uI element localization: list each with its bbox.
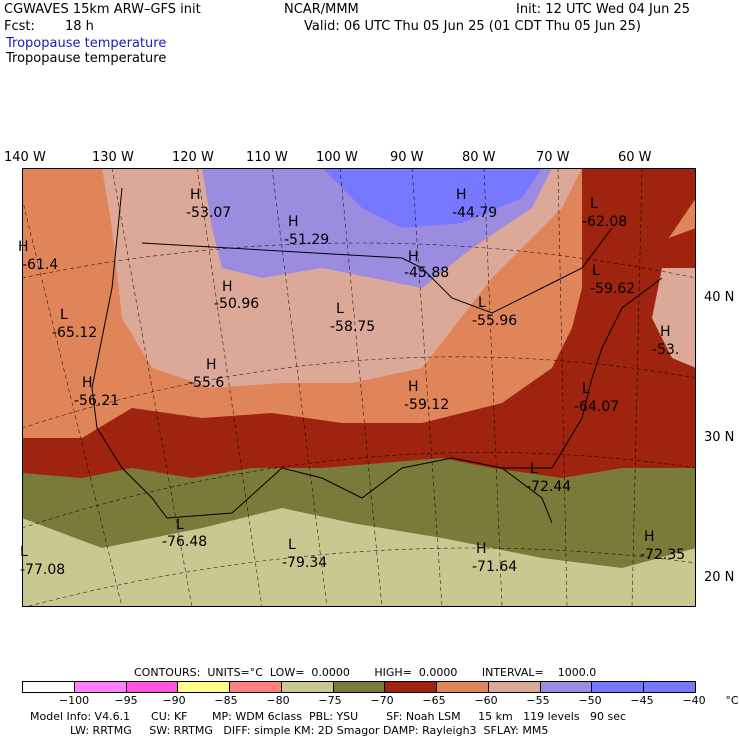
legend-swatch bbox=[230, 682, 282, 692]
legend-tick: −100 bbox=[58, 694, 90, 707]
model-title: CGWAVES 15km ARW–GFS init bbox=[4, 2, 201, 17]
lon-label: 60 W bbox=[618, 150, 652, 165]
extremum-value: -61.4 bbox=[22, 257, 59, 273]
legend-tick: −85 bbox=[214, 694, 238, 707]
extremum-value: -77.08 bbox=[20, 562, 66, 578]
lon-label: 140 W bbox=[4, 150, 46, 165]
extremum-value: -72.35 bbox=[640, 547, 686, 563]
legend-swatch bbox=[178, 682, 231, 692]
legend-swatch bbox=[74, 682, 127, 692]
model-info: Model Info: V4.6.1 CU: KF MP: WDM 6class… bbox=[30, 710, 627, 723]
legend-unit: °C bbox=[725, 694, 739, 707]
extremum-symbol: H bbox=[288, 214, 299, 230]
legend-tick: −75 bbox=[318, 694, 342, 707]
color-legend bbox=[22, 681, 696, 693]
physics-info: LW: RRTMG SW: RRTMG DIFF: simple KM: 2D … bbox=[70, 724, 549, 737]
extremum-value: -58.75 bbox=[330, 319, 376, 335]
legend-swatch bbox=[385, 682, 438, 692]
extremum-value: -76.48 bbox=[162, 534, 208, 550]
legend-swatch bbox=[23, 682, 75, 692]
extremum-symbol: L bbox=[530, 461, 538, 477]
center-label: NCAR/MMM bbox=[284, 2, 359, 17]
legend-swatch bbox=[126, 682, 179, 692]
extremum-value: -64.07 bbox=[574, 399, 620, 415]
legend-tick: −50 bbox=[578, 694, 602, 707]
lon-label: 100 W bbox=[316, 150, 358, 165]
extremum-value: -53. bbox=[652, 342, 680, 358]
extremum-symbol: H bbox=[82, 375, 93, 391]
forecast-label: Fcst: bbox=[4, 19, 35, 34]
extremum-value: -53.07 bbox=[186, 205, 232, 221]
extremum-symbol: L bbox=[582, 381, 590, 397]
lon-label: 110 W bbox=[246, 150, 288, 165]
legend-tick: −55 bbox=[526, 694, 550, 707]
extremum-value: -59.12 bbox=[404, 397, 450, 413]
valid-time: Valid: 06 UTC Thu 05 Jun 25 (01 CDT Thu … bbox=[304, 19, 641, 34]
extremum-symbol: H bbox=[476, 541, 487, 557]
extremum-symbol: L bbox=[590, 196, 598, 212]
lon-label: 130 W bbox=[92, 150, 134, 165]
extremum-value: -71.64 bbox=[472, 559, 518, 575]
extremum-symbol: L bbox=[176, 517, 184, 533]
extremum-value: -79.34 bbox=[282, 555, 328, 571]
extremum-value: -59.62 bbox=[590, 281, 636, 297]
extremum-symbol: L bbox=[478, 295, 486, 311]
extremum-symbol: H bbox=[190, 187, 201, 203]
legend-swatch bbox=[281, 682, 334, 692]
forecast-hour: 18 h bbox=[65, 19, 94, 34]
extremum-symbol: L bbox=[592, 263, 600, 279]
extremum-value: -56.21 bbox=[74, 393, 120, 409]
legend-swatch bbox=[644, 682, 695, 692]
field-title-colored: Tropopause temperature bbox=[6, 36, 167, 51]
init-time: Init: 12 UTC Wed 04 Jun 25 bbox=[516, 2, 691, 17]
lon-label: 70 W bbox=[536, 150, 570, 165]
lon-label: 80 W bbox=[462, 150, 496, 165]
extremum-symbol: L bbox=[288, 537, 296, 553]
extremum-value: -62.08 bbox=[582, 214, 628, 230]
extremum-symbol: H bbox=[206, 357, 217, 373]
legend-tick: −80 bbox=[266, 694, 290, 707]
lat-label: 30 N bbox=[704, 430, 735, 445]
extremum-symbol: H bbox=[644, 529, 655, 545]
legend-swatch bbox=[540, 682, 593, 692]
extremum-symbol: L bbox=[60, 307, 68, 323]
extremum-symbol: H bbox=[660, 324, 671, 340]
lon-label: 90 W bbox=[390, 150, 424, 165]
legend-swatch bbox=[437, 682, 489, 692]
extremum-symbol: H bbox=[18, 239, 29, 255]
extremum-value: -50.96 bbox=[214, 296, 260, 312]
legend-tick: −45 bbox=[630, 694, 654, 707]
extremum-symbol: H bbox=[456, 187, 467, 203]
extremum-symbol: H bbox=[408, 249, 419, 265]
extremum-symbol: H bbox=[222, 279, 233, 295]
legend-swatch bbox=[333, 682, 386, 692]
legend-tick: −40 bbox=[682, 694, 706, 707]
legend-swatch bbox=[592, 682, 645, 692]
extremum-value: -65.12 bbox=[52, 325, 98, 341]
extremum-value: -51.29 bbox=[284, 232, 330, 248]
lon-label: 120 W bbox=[172, 150, 214, 165]
lat-label: 40 N bbox=[704, 290, 735, 305]
legend-tick: −60 bbox=[474, 694, 498, 707]
extremum-value: -72.44 bbox=[526, 479, 572, 495]
legend-tick: −95 bbox=[114, 694, 138, 707]
legend-swatch bbox=[488, 682, 541, 692]
field-title: Tropopause temperature bbox=[6, 51, 167, 66]
extremum-value: -55.96 bbox=[472, 313, 518, 329]
lat-label: 20 N bbox=[704, 570, 735, 585]
extremum-value: -55.6 bbox=[188, 375, 225, 391]
extremum-symbol: L bbox=[20, 544, 28, 560]
extremum-value: -44.79 bbox=[452, 205, 498, 221]
legend-tick: −70 bbox=[370, 694, 394, 707]
tropopause-temperature-map bbox=[22, 168, 696, 607]
extremum-symbol: H bbox=[408, 379, 419, 395]
contour-info: CONTOURS: UNITS=°C LOW= 0.0000 HIGH= 0.0… bbox=[134, 666, 597, 679]
legend-tick: −65 bbox=[422, 694, 446, 707]
legend-tick: −90 bbox=[162, 694, 186, 707]
extremum-value: -45.88 bbox=[404, 265, 450, 281]
extremum-symbol: L bbox=[336, 301, 344, 317]
